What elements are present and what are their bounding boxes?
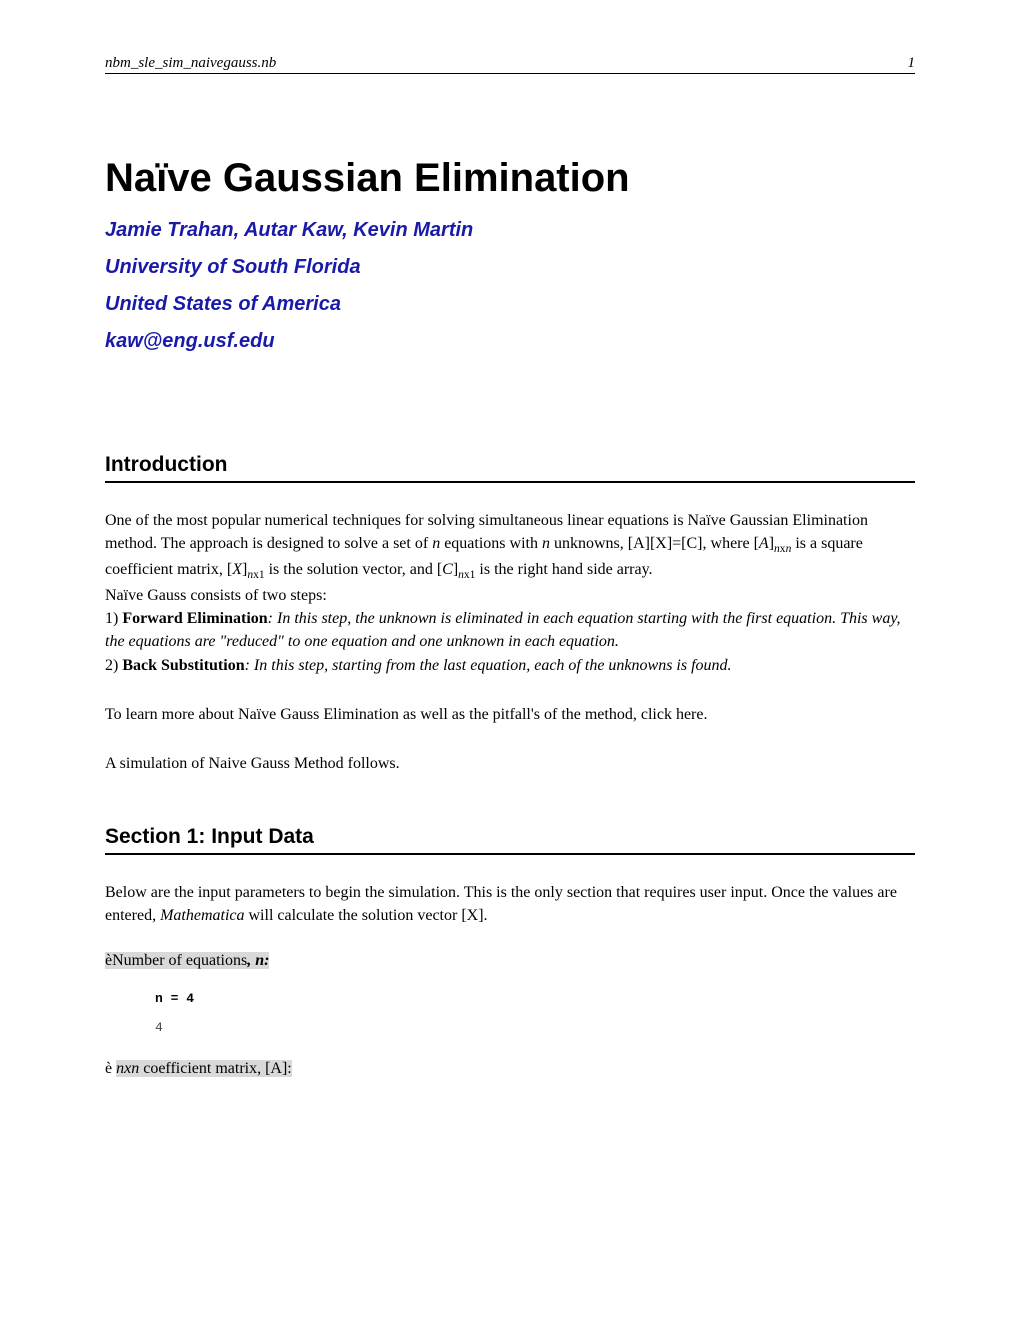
- page-header: nbm_sle_sim_naivegauss.nb 1: [105, 55, 915, 74]
- intro-heading: Introduction: [105, 453, 915, 483]
- bullet-2: è nxn coefficient matrix, [A]:: [105, 1057, 915, 1080]
- code-output-1: 4: [155, 1020, 915, 1035]
- learn-more-text: To learn more about Naïve Gauss Eliminat…: [105, 703, 915, 726]
- bullet2-b: coefficient matrix, [A]:: [139, 1060, 292, 1077]
- intro-p1e: is the solution vector, and [: [265, 561, 443, 578]
- step2-text: : In this step, starting from the last e…: [245, 657, 732, 674]
- intro-paragraph-1: One of the most popular numerical techni…: [105, 509, 915, 584]
- step2-title: Back Substitution: [122, 657, 244, 674]
- header-page-number: 1: [908, 55, 916, 72]
- bullet-1: èNumber of equations, n:: [105, 949, 915, 972]
- s1-intro-c: will calculate the solution vector [X].: [245, 907, 488, 924]
- country-line: United States of America: [105, 293, 915, 316]
- step-2: 2) Back Substitution: In this step, star…: [105, 654, 915, 677]
- header-filename: nbm_sle_sim_naivegauss.nb: [105, 55, 276, 72]
- section1-heading: Section 1: Input Data: [105, 825, 915, 855]
- email-line: kaw@eng.usf.edu: [105, 330, 915, 353]
- bullet1-b: , n:: [247, 952, 269, 969]
- document-title: Naïve Gaussian Elimination: [105, 156, 915, 201]
- code-input-1: n = 4: [155, 991, 915, 1006]
- intro-p1b: equations with: [440, 535, 542, 552]
- intro-p1c: unknowns, [A][X]=[C], where [: [550, 535, 759, 552]
- bullet2-a: nxn: [116, 1060, 139, 1077]
- step1-title: Forward Elimination: [122, 610, 267, 627]
- intro-p1f: is the right hand side array.: [475, 561, 652, 578]
- affiliation-line: University of South Florida: [105, 256, 915, 279]
- s1-intro-b: Mathematica: [160, 907, 244, 924]
- step1-label: 1): [105, 610, 122, 627]
- bullet1-a: Number of equations: [112, 952, 247, 969]
- step2-label: 2): [105, 657, 122, 674]
- authors-line: Jamie Trahan, Autar Kaw, Kevin Martin: [105, 219, 915, 242]
- intro-paragraph-2: Naïve Gauss consists of two steps:: [105, 584, 915, 607]
- sim-follows-text: A simulation of Naive Gauss Method follo…: [105, 752, 915, 775]
- section1-intro: Below are the input parameters to begin …: [105, 881, 915, 927]
- step-1: 1) Forward Elimination: In this step, th…: [105, 607, 915, 653]
